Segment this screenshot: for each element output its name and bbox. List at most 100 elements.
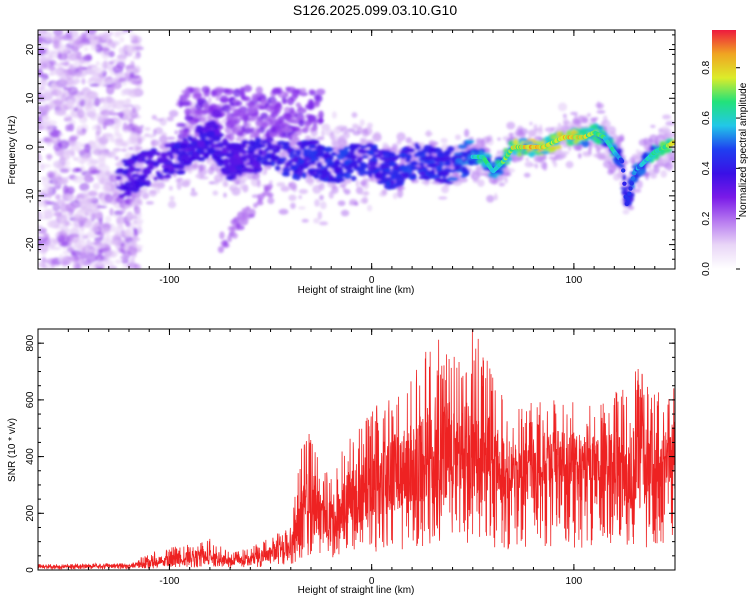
halo-blob bbox=[136, 205, 141, 215]
branch-blob bbox=[295, 102, 301, 108]
branch-blob bbox=[274, 106, 281, 115]
halo-blob bbox=[278, 208, 289, 215]
ridge-blob bbox=[291, 173, 297, 180]
halo-blob bbox=[629, 156, 636, 164]
noise-blob bbox=[116, 215, 126, 225]
noise-blob bbox=[104, 250, 115, 257]
halo-blob bbox=[542, 161, 548, 171]
noise-blob bbox=[129, 72, 135, 77]
ridge-blob bbox=[418, 171, 426, 176]
noise-blob bbox=[38, 236, 45, 245]
halo-blob bbox=[319, 194, 324, 201]
noise-blob bbox=[108, 50, 115, 58]
ridge-blob bbox=[441, 170, 450, 177]
ridge-blob bbox=[293, 156, 299, 163]
branch-blob bbox=[184, 115, 194, 122]
noise-blob bbox=[38, 146, 46, 151]
noise-blob bbox=[87, 191, 98, 197]
noise-blob bbox=[76, 198, 88, 203]
noise-blob bbox=[97, 260, 102, 268]
halo-blob bbox=[475, 167, 484, 172]
ridge-blob bbox=[390, 173, 397, 181]
ridge-blob bbox=[518, 137, 528, 142]
noise-blob bbox=[56, 234, 66, 243]
noise-blob bbox=[70, 249, 82, 256]
ridge-blob bbox=[649, 145, 655, 152]
branch-blob bbox=[245, 206, 251, 211]
halo-blob bbox=[155, 118, 164, 122]
noise-blob bbox=[72, 39, 84, 49]
noise-blob bbox=[105, 97, 116, 104]
ridge-blob bbox=[539, 150, 550, 155]
halo-blob bbox=[169, 195, 175, 201]
noise-blob bbox=[76, 130, 86, 136]
noise-blob bbox=[91, 66, 100, 73]
noise-blob bbox=[67, 38, 74, 42]
branch-blob bbox=[211, 109, 222, 119]
branch-blob bbox=[311, 124, 318, 131]
noise-blob bbox=[65, 202, 77, 213]
ridge-blob bbox=[224, 157, 229, 164]
ridge-blob bbox=[409, 160, 419, 166]
noise-blob bbox=[109, 173, 119, 183]
branch-blob bbox=[193, 87, 201, 93]
halo-blob bbox=[160, 143, 165, 150]
ridge-blob bbox=[443, 150, 450, 154]
noise-blob bbox=[67, 86, 79, 96]
halo-blob bbox=[557, 122, 562, 128]
ridge-blob bbox=[359, 161, 367, 167]
noise-blob bbox=[113, 32, 121, 38]
noise-blob bbox=[100, 227, 111, 235]
ridge-blob bbox=[445, 181, 454, 185]
ridge-blob bbox=[157, 176, 164, 181]
ridge-blob bbox=[399, 172, 410, 177]
halo-blob bbox=[331, 185, 339, 194]
ridge-blob bbox=[449, 169, 457, 173]
noise-blob bbox=[109, 40, 120, 46]
ridge-blob bbox=[254, 153, 260, 159]
halo-blob bbox=[509, 132, 513, 139]
branch-blob bbox=[256, 200, 264, 206]
ridge-blob bbox=[435, 165, 443, 172]
noise-blob bbox=[132, 55, 139, 60]
halo-blob bbox=[660, 170, 668, 178]
branch-blob bbox=[178, 129, 185, 134]
noise-blob bbox=[104, 113, 109, 118]
noise-blob bbox=[46, 258, 58, 265]
noise-blob bbox=[38, 244, 48, 248]
ridge-blob bbox=[368, 173, 373, 178]
branch-blob bbox=[243, 127, 253, 134]
ridge-core bbox=[628, 186, 633, 191]
noise-blob bbox=[98, 177, 109, 185]
halo-blob bbox=[359, 137, 365, 146]
ridge-blob bbox=[309, 150, 319, 154]
halo-blob bbox=[494, 192, 498, 200]
ridge-blob bbox=[223, 165, 229, 172]
ridge-blob bbox=[211, 136, 221, 142]
halo-blob bbox=[318, 221, 329, 226]
branch-blob bbox=[222, 104, 232, 113]
y-tick-label: 400 bbox=[25, 448, 36, 465]
halo-blob bbox=[335, 144, 342, 150]
ridge-blob bbox=[276, 140, 287, 146]
ridge-blob bbox=[252, 142, 263, 150]
halo-blob bbox=[667, 163, 673, 172]
halo-blob bbox=[392, 192, 398, 200]
noise-blob bbox=[53, 212, 60, 217]
halo-blob bbox=[550, 127, 555, 134]
noise-blob bbox=[98, 158, 106, 166]
halo-blob bbox=[347, 179, 352, 184]
branch-blob bbox=[199, 117, 206, 123]
ridge-blob bbox=[454, 165, 461, 171]
noise-blob bbox=[59, 103, 66, 109]
branch-blob bbox=[248, 117, 256, 122]
halo-blob bbox=[236, 136, 246, 140]
halo-blob bbox=[321, 123, 331, 131]
ridge-blob bbox=[280, 156, 287, 162]
noise-blob bbox=[93, 97, 101, 107]
halo-blob bbox=[133, 114, 138, 118]
ridge-blob bbox=[438, 177, 448, 184]
noise-blob bbox=[83, 47, 89, 52]
noise-blob bbox=[60, 62, 70, 66]
noise-blob bbox=[78, 43, 88, 47]
